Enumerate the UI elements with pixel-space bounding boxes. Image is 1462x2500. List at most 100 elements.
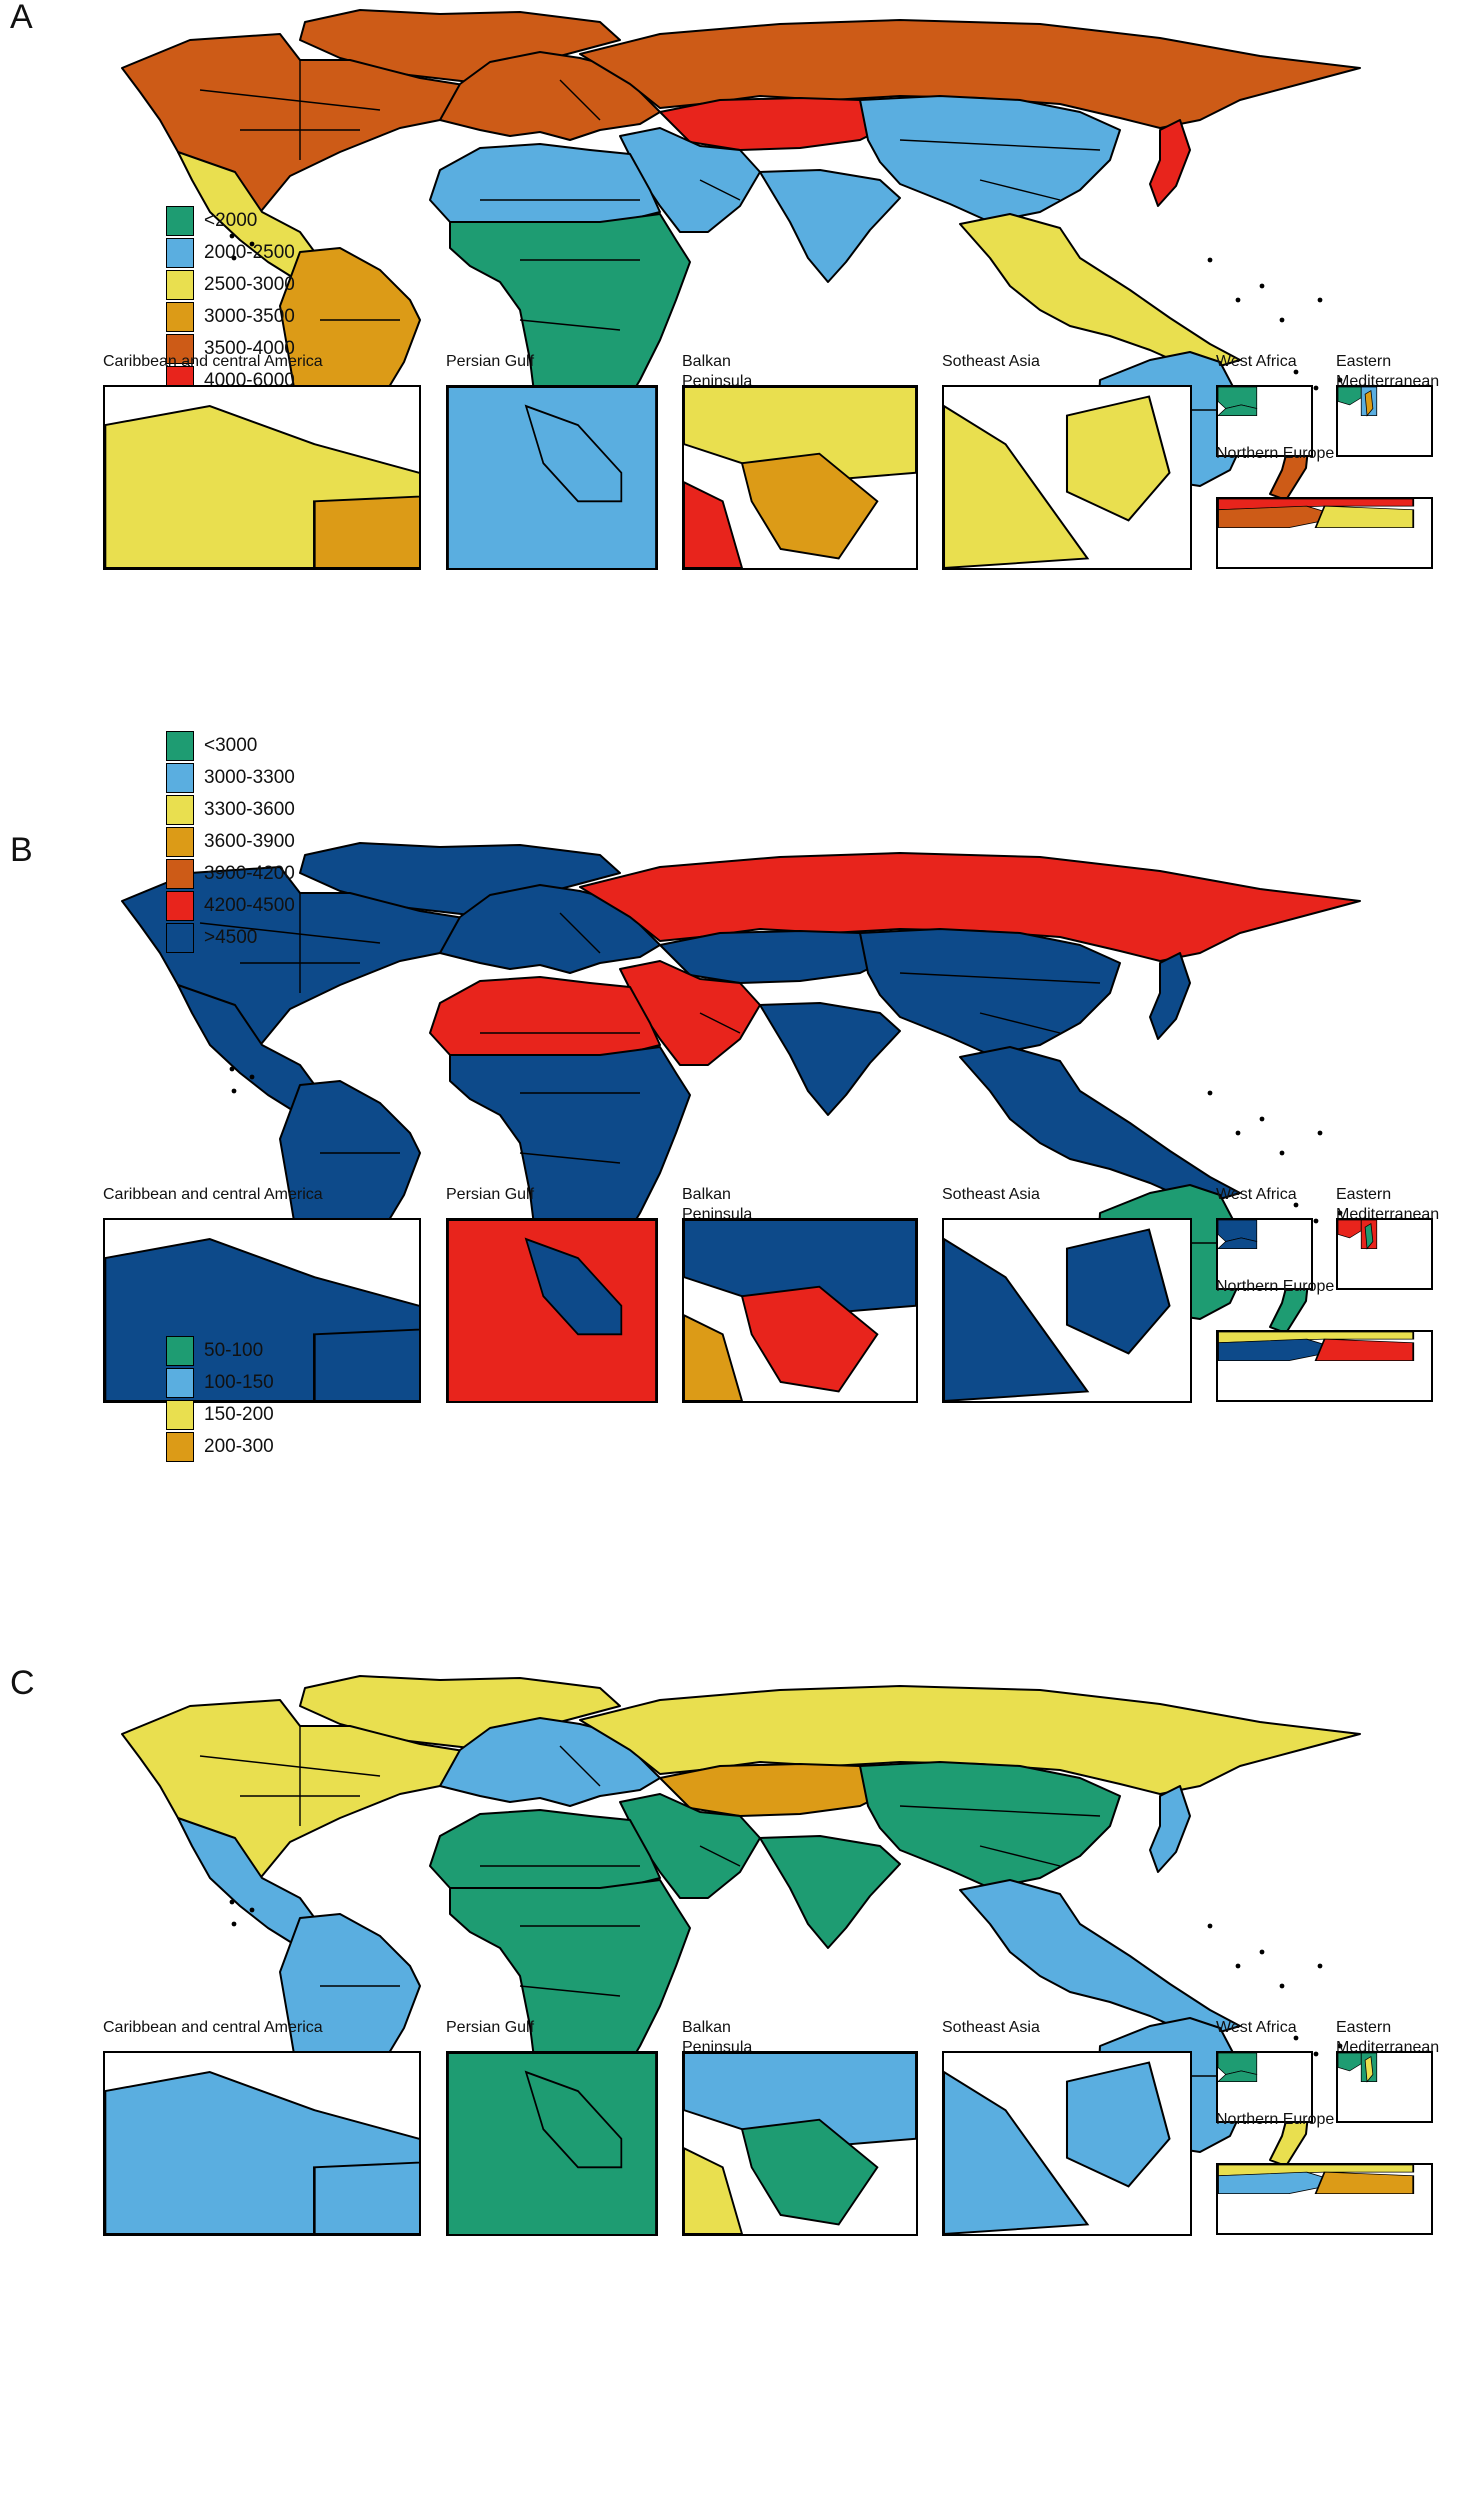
map-legend: <3000 3000-3300 3300-3600 3600-3900 3900-420… [166,730,295,954]
island-dot [1259,1116,1265,1122]
inset-region [1218,2165,1415,2177]
island-dot [249,1907,255,1913]
inset-region [448,387,656,568]
inset-region [740,1285,879,1393]
inset-region [1364,2055,1374,2083]
legend-label: 3500-4000 [204,338,295,359]
inset-map-drawing [684,1220,916,1401]
legend-swatch [166,1432,194,1462]
inset-map-drawing [684,2053,916,2234]
inset-map-caribbean [103,2051,421,2236]
legend-item: 50-100 [166,1335,274,1367]
inset-map-drawing [1218,499,1415,528]
inset-map-drawing [448,387,656,568]
inset-map-southeast-asia [942,2051,1192,2236]
country-border [199,922,381,944]
legend-label: 200-300 [204,1436,274,1457]
legend-item: 3000-3500 [166,301,295,333]
inset-map-drawing [1218,2053,1258,2082]
legend-swatch [166,923,194,953]
inset-map-drawing [944,1228,1171,1401]
island-dot [231,1088,237,1094]
legend-item: >4500 [166,922,295,954]
inset-map-northern-europe [1216,1330,1433,1402]
inset-region [313,2161,419,2234]
legend-label: 2000-2500 [204,242,295,263]
country-border [699,1845,741,1867]
inset-region [1218,499,1415,511]
inset-title-northern-europe: Northern Europe [1216,2111,1335,2128]
island-dot [1207,1090,1213,1096]
inset-map-west-africa [1216,2051,1313,2123]
map-panel: A <2000 2000-2500 2500-3000 3000-3500 3500-40… [0,0,1462,820]
inset-map-northern-europe [1216,497,1433,569]
region-southeast-asia [959,1046,1241,1206]
inset-region [1218,2171,1344,2194]
inset-map-northern-europe [1216,2163,1433,2235]
legend-label: <2000 [204,210,258,231]
map-panel: B <3000 3000-3300 3300-3600 3600-3900 3900-42… [0,731,1462,1653]
island-dot [1313,2051,1319,2057]
inset-region [1338,387,1362,406]
inset-region [944,1237,1090,1401]
country-border [899,139,1101,151]
island-dot [1279,1150,1285,1156]
inset-region [740,2118,879,2226]
inset-map-drawing [1218,1220,1258,1249]
inset-title-west-africa: West Africa [1216,2019,1297,2036]
inset-title-persian-gulf: Persian Gulf [446,1186,535,1203]
island-dot [231,1921,237,1927]
island-dot [249,1074,255,1080]
inset-region [944,2070,1090,2234]
inset-map-drawing [448,2053,656,2234]
country-border [519,1985,621,1997]
legend-item: 200-300 [166,1431,274,1463]
legend-label: <3000 [204,735,258,756]
inset-title-caribbean: Caribbean and central America [103,1186,323,1203]
legend-label: 150-200 [204,1404,274,1425]
inset-map-west-africa [1216,385,1313,457]
region-japan [1149,952,1191,1040]
inset-map-eastern-med [1336,385,1433,457]
island-dot [1279,317,1285,323]
inset-region [944,404,1090,568]
inset-region [1218,2070,1258,2082]
legend-item: 3300-3600 [166,794,295,826]
island-dot [229,233,235,239]
inset-map-drawing [1218,1332,1415,1361]
island-dot [1279,1983,1285,1989]
inset-region [1218,1338,1344,1361]
legend-swatch [166,270,194,300]
legend-item: 3500-4000 [166,333,295,365]
legend-swatch [166,1368,194,1398]
island-dot [229,1066,235,1072]
inset-region [1314,1338,1415,1361]
legend-label: 50-100 [204,1340,264,1361]
inset-map-drawing [944,395,1171,568]
legend-swatch [166,827,194,857]
legend-item: 3000-3300 [166,762,295,794]
country-border [559,1745,601,1787]
inset-map-drawing [448,1220,656,1401]
inset-title-west-africa: West Africa [1216,1186,1297,1203]
region-japan [1149,119,1191,207]
island-dot [231,255,237,261]
legend-item: 4200-4500 [166,890,295,922]
inset-map-caribbean [103,385,421,570]
inset-region [524,1237,623,1336]
country-border [899,1805,1101,1817]
island-dot [1235,1963,1241,1969]
country-border [899,972,1101,984]
legend-label: 3600-3900 [204,831,295,852]
inset-map-persian-gulf [446,1218,658,1403]
island-dot [1235,1130,1241,1136]
inset-region [1218,387,1258,409]
island-dot [1317,1130,1323,1136]
island-dot [1207,1923,1213,1929]
island-dot [1207,257,1213,263]
inset-title-caribbean: Caribbean and central America [103,353,323,370]
inset-region [1218,1220,1258,1242]
country-border [519,1152,621,1164]
legend-swatch [166,238,194,268]
inset-region [313,495,419,568]
